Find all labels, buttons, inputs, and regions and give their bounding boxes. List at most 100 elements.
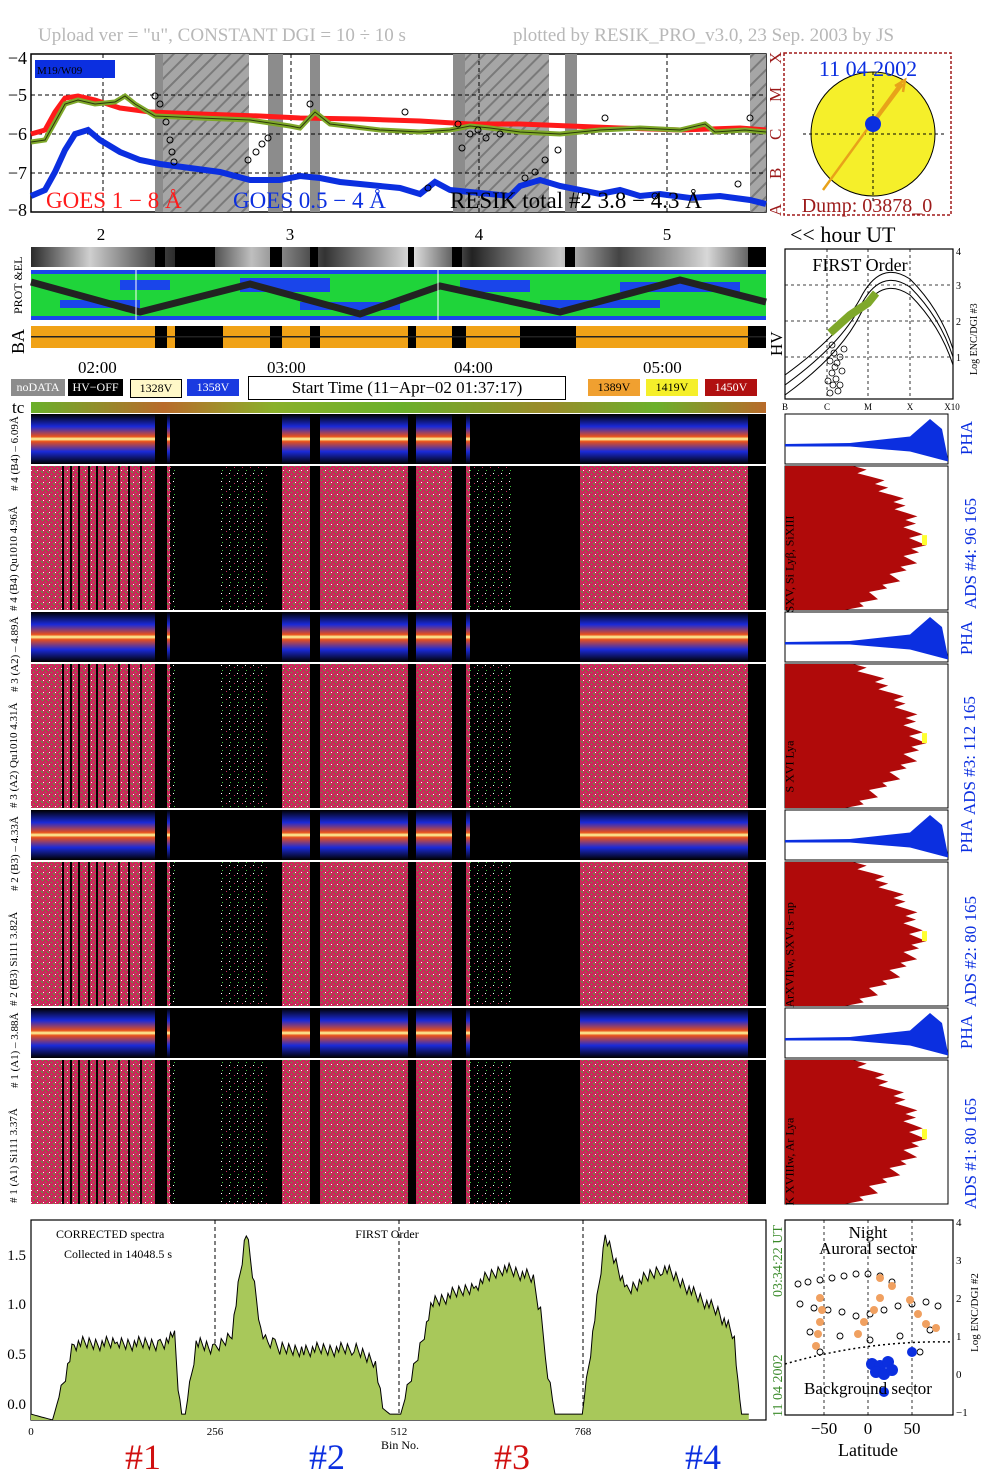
- crystal-number-4: #4: [685, 1437, 721, 1477]
- lat-y-tick: 1: [956, 1331, 962, 1343]
- lat-y-tick: 2: [956, 1293, 962, 1305]
- crystal-number-3: #3: [494, 1437, 530, 1477]
- lines-label-2: ArXVIIw, SXV1s−np: [782, 902, 797, 1008]
- lat-x-tick: 50: [904, 1419, 921, 1438]
- spec-xlabel: Bin No.: [381, 1438, 419, 1452]
- goes-panel: −4 −5 −6 −7 −8 X M C B A M19/W09 GOES 1 …: [8, 48, 785, 244]
- spec-x-tick: 768: [575, 1426, 592, 1438]
- goes-short-curve: [29, 126, 767, 207]
- first-order-title: FIRST Order: [812, 255, 907, 275]
- fo-y-tick: 4: [956, 247, 961, 258]
- spec-note-2: Collected in 14048.5 s: [64, 1247, 172, 1261]
- legend-row: noDATA HV−OFF 1328V 1358V Start Time (11…: [0, 376, 780, 400]
- ads-histogram: [785, 862, 927, 1006]
- spectrum-panel: 1.5 1.0 0.5 0.0 0 256 512 768 Bin No. CO…: [7, 1219, 786, 1477]
- hour-tick: 5: [663, 225, 672, 244]
- spectrum-spectrogram: [31, 466, 766, 610]
- header-right: plotted by RESIK_PRO_v3.0, 23 Sep. 2003 …: [513, 25, 895, 46]
- ads-label-2: ADS #2: 80 165: [961, 896, 980, 1007]
- spec-title: FIRST Order: [355, 1227, 418, 1241]
- ads-histogram: [785, 1060, 927, 1204]
- fo-x-tick: C: [824, 402, 830, 410]
- time-label: 03:00: [267, 358, 306, 377]
- pha-spectrogram: [31, 612, 766, 662]
- fo-x-tick: X10: [944, 402, 960, 410]
- lat-y-tick: 3: [956, 1255, 962, 1267]
- class-label: X: [766, 52, 785, 64]
- pha-histogram: [785, 1013, 948, 1056]
- class-label: C: [766, 129, 785, 140]
- fo-x-tick: B: [782, 402, 788, 410]
- time-label: 05:00: [643, 358, 682, 377]
- spec-side-time: 03:34:22 UT: [771, 1225, 786, 1297]
- pha-histogram: [785, 815, 948, 858]
- time-row: 02:00 03:00 04:00 05:00: [0, 356, 780, 377]
- ads-label-1: ADS #1: 80 165: [961, 1098, 980, 1209]
- ads-histogram: [785, 664, 927, 808]
- hour-axis-label: << hour UT: [790, 222, 896, 247]
- fo-y-tick: 1: [956, 353, 961, 364]
- lat-xlabel: Latitude: [838, 1440, 898, 1460]
- legend-1450v: 1450V: [705, 379, 757, 396]
- spec-y-tick: 0.5: [7, 1347, 26, 1363]
- spec-label-1: # 1 (A1) Si111 3.37Å: [8, 1108, 20, 1203]
- sun-date: 11 04 2002: [819, 56, 917, 81]
- hv-label: HV: [767, 331, 786, 356]
- legend-resik-total: RESIK total #2 3.8 − 4.3 Å: [450, 188, 702, 213]
- spec-y-tick: 1.0: [7, 1297, 26, 1313]
- data-gap-band: [155, 54, 249, 212]
- pha-tag: PHA: [957, 420, 977, 456]
- pha-tag: PHA: [957, 1014, 977, 1050]
- status-bars: PROT &EL BA HV: [8, 247, 786, 356]
- pha-spectrogram: [31, 810, 766, 860]
- hour-tick: 4: [475, 225, 484, 244]
- legend-nodata: noDATA: [11, 379, 65, 396]
- lat-y-tick: 4: [956, 1217, 962, 1229]
- spec-note-1: CORRECTED spectra: [56, 1227, 165, 1241]
- pha-tag: PHA: [957, 818, 977, 854]
- lat-x-tick: 0: [864, 1419, 873, 1438]
- class-label: B: [766, 168, 785, 179]
- spectrum-spectrogram: [31, 1060, 766, 1204]
- dump-label: Dump: 03878_0: [802, 195, 933, 217]
- lat-y-tick: 0: [956, 1369, 962, 1381]
- spec-y-tick: 1.5: [7, 1248, 26, 1264]
- spectrum-area: [31, 1234, 749, 1420]
- pha-histogram: [785, 617, 948, 660]
- lat-title-1: Night: [849, 1223, 888, 1242]
- lines-label-3: S XVI Lya: [782, 740, 797, 793]
- crystal-number-1: #1: [125, 1437, 161, 1477]
- time-label: 04:00: [454, 358, 493, 377]
- fo-x-tick: X: [907, 402, 914, 410]
- spec-x-tick: 256: [207, 1426, 224, 1438]
- latitude-panel: Night Auroral sector Background sector −…: [784, 1217, 981, 1460]
- fo-ylabel: Log ENC/DGI #3: [969, 303, 980, 375]
- fo-x-tick: M: [864, 402, 872, 410]
- ads-histogram: [785, 466, 927, 610]
- sun-panel: 11 04 2002 Dump: 03878_0: [783, 52, 952, 217]
- legend-1389v: 1389V: [588, 379, 640, 396]
- time-label: 02:00: [78, 358, 117, 377]
- legend-goes-long: GOES 1 − 8 Å: [46, 188, 182, 213]
- goes-y-tick: −8: [8, 200, 27, 220]
- ba-label: BA: [8, 329, 28, 354]
- spectrogram-stack: [31, 402, 766, 1206]
- pha-ads-column: [784, 413, 949, 1205]
- header: Upload ver = "u", CONSTANT DGI = 10 ÷ 10…: [0, 0, 1004, 52]
- spec-y-tick: 0.0: [7, 1397, 26, 1413]
- spectrum-spectrogram: [31, 862, 766, 1006]
- spectrum-spectrogram: [31, 664, 766, 808]
- legend-1419v: 1419V: [646, 379, 698, 396]
- spectrum-line: [30, 1234, 749, 1421]
- legend-1358v: 1358V: [187, 379, 239, 396]
- header-left: Upload ver = "u", CONSTANT DGI = 10 ÷ 10…: [38, 25, 406, 46]
- pha-spectrogram: [31, 1008, 766, 1058]
- class-label: M: [766, 87, 785, 102]
- goes-y-tick: −5: [8, 85, 27, 105]
- prot-el-label: PROT &EL: [11, 257, 25, 314]
- spec-x-tick: 512: [391, 1426, 408, 1438]
- flare-position-marker: [865, 116, 881, 132]
- goes-y-tick: −7: [8, 163, 27, 183]
- hour-tick: 2: [97, 225, 106, 244]
- class-label: A: [766, 203, 785, 216]
